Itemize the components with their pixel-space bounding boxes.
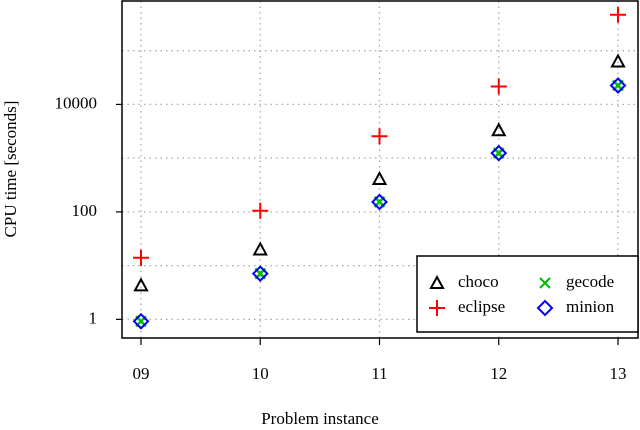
marker bbox=[609, 77, 627, 94]
y-tick-label: 10000 bbox=[55, 93, 98, 112]
marker bbox=[491, 122, 507, 137]
y-tick-label: 1 bbox=[89, 308, 98, 327]
legend-label: choco bbox=[458, 272, 499, 291]
legend-label: eclipse bbox=[458, 297, 505, 316]
legend-marker bbox=[539, 277, 551, 289]
x-tick-label: 09 bbox=[133, 364, 150, 383]
marker bbox=[610, 53, 626, 68]
legend-label: gecode bbox=[566, 272, 614, 291]
marker bbox=[610, 6, 626, 23]
marker bbox=[252, 202, 269, 219]
x-tick-label: 11 bbox=[371, 364, 387, 383]
legend-marker bbox=[429, 274, 445, 289]
marker bbox=[371, 193, 388, 211]
marker bbox=[133, 249, 149, 266]
marker bbox=[251, 265, 269, 283]
marker bbox=[133, 277, 149, 292]
legend-marker bbox=[429, 300, 445, 316]
marker bbox=[371, 170, 388, 185]
y-tick-label: 100 bbox=[72, 201, 98, 220]
marker bbox=[490, 78, 507, 95]
x-tick-label: 12 bbox=[490, 364, 507, 383]
marker bbox=[132, 312, 150, 330]
y-axis-label: CPU time [seconds] bbox=[1, 101, 20, 238]
marker bbox=[371, 128, 388, 145]
x-tick-label: 13 bbox=[610, 364, 627, 383]
legend-box bbox=[416, 255, 639, 333]
legend-marker bbox=[536, 299, 554, 317]
marker bbox=[252, 241, 268, 256]
marker bbox=[490, 144, 508, 162]
x-tick-label: 10 bbox=[252, 364, 269, 383]
legend-label: minion bbox=[566, 297, 615, 316]
x-axis-label: Problem instance bbox=[261, 409, 379, 428]
